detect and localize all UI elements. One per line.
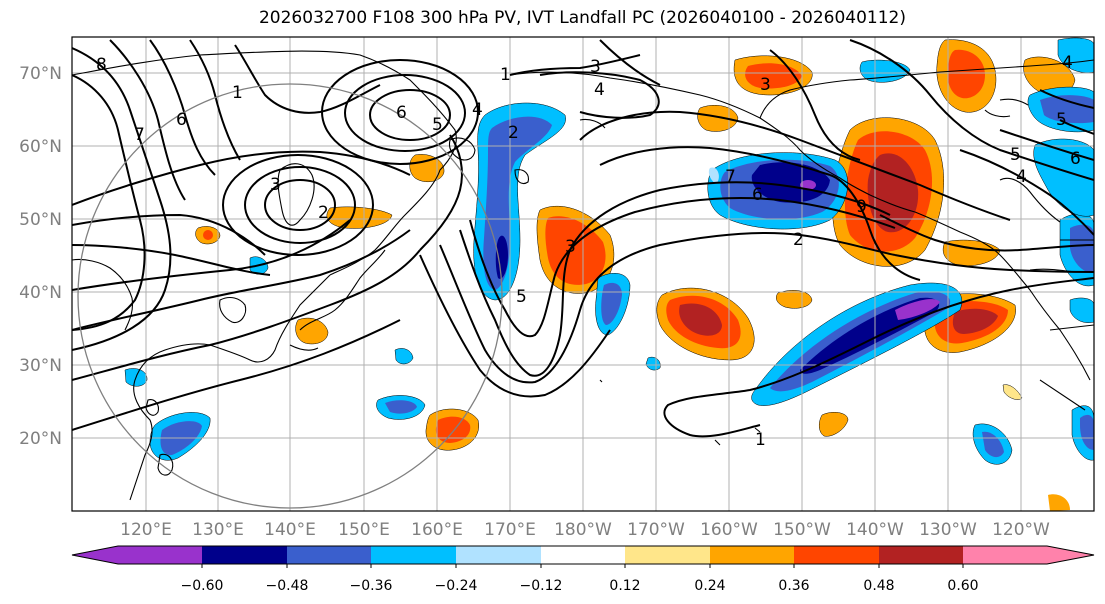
contour-label: 6 <box>752 185 763 205</box>
coastlines <box>72 50 1094 501</box>
colorbar-segment <box>625 546 710 564</box>
lon-label: 140°W <box>846 520 904 540</box>
lon-label: 150°E <box>338 520 390 540</box>
contour-label: 5 <box>1056 110 1067 130</box>
colorbar-tick-label: −0.12 <box>520 578 563 594</box>
pv-contours <box>72 39 1094 438</box>
lon-label: 130°E <box>192 520 244 540</box>
contour-label: 2 <box>508 123 519 143</box>
contour-label: 4 <box>1062 53 1073 73</box>
colorbar-tick-label: 0.36 <box>778 578 809 594</box>
lat-label: 70°N <box>19 64 62 84</box>
contour-label: 6 <box>396 103 407 123</box>
contour-label: 5 <box>516 287 527 307</box>
contour-label: 4 <box>472 100 483 120</box>
lat-label: 40°N <box>19 283 62 303</box>
pv-shading <box>124 37 1094 511</box>
lon-label: 160°W <box>700 520 758 540</box>
contour-label: 3 <box>565 237 576 257</box>
map-title: 2026032700 F108 300 hPa PV, IVT Landfall… <box>258 8 906 28</box>
colorbar-segment <box>202 546 287 564</box>
contour-label: 3 <box>270 175 281 195</box>
radius-circle <box>77 83 503 509</box>
contour-label: 6 <box>176 110 187 130</box>
lon-label: 170°W <box>627 520 685 540</box>
contour-labels: 8 7 6 1 3 5 4 6 2 5 3 1 4 3 2 7 6 5 4 9 … <box>96 53 1081 450</box>
colorbar-tick-label: 0.12 <box>609 578 640 594</box>
contour-label: 1 <box>755 430 766 450</box>
longitude-labels: 120°E 130°E 140°E 150°E 160°E 170°E 180°… <box>120 520 1050 540</box>
contour-label: 5 <box>432 115 443 135</box>
contour-label: 9 <box>856 197 867 217</box>
lon-label: 120°W <box>992 520 1050 540</box>
colorbar-tick-label: 0.48 <box>863 578 894 594</box>
colorbar-segment <box>371 546 456 564</box>
contour-label: 3 <box>590 57 601 77</box>
colorbar-tick-label: −0.36 <box>350 578 393 594</box>
lon-label: 140°E <box>264 520 316 540</box>
contour-label: 1 <box>232 83 243 103</box>
colorbar-tick-label: −0.48 <box>266 578 309 594</box>
map-panel: 8 7 6 1 3 5 4 6 2 5 3 1 4 3 2 7 6 5 4 9 … <box>72 37 1094 511</box>
map-frame <box>71 36 1095 512</box>
lon-label: 150°W <box>773 520 831 540</box>
lat-label: 30°N <box>19 356 62 376</box>
lat-label: 20°N <box>19 429 62 449</box>
contour-label: 4 <box>1016 167 1027 187</box>
contour-label: 2 <box>793 230 804 250</box>
contour-label: 8 <box>96 55 107 75</box>
colorbar: −0.60 −0.48 −0.36 −0.24 −0.12 0.12 0.24 … <box>71 545 1095 594</box>
contour-label: 6 <box>1070 149 1081 169</box>
colorbar-segment <box>287 546 371 564</box>
colorbar-tick-label: −0.24 <box>435 578 478 594</box>
contour-label: 7 <box>134 125 145 145</box>
contour-label: 1 <box>500 65 511 85</box>
contour-label: 5 <box>1010 145 1021 165</box>
contour-label: 7 <box>725 167 736 187</box>
colorbar-segment <box>710 546 794 564</box>
contour-label: 3 <box>760 75 771 95</box>
colorbar-segment <box>72 546 202 564</box>
lon-label: 130°W <box>919 520 977 540</box>
lon-label: 160°E <box>411 520 463 540</box>
colorbar-tick-label: 0.24 <box>694 578 725 594</box>
lat-label: 60°N <box>19 137 62 157</box>
colorbar-segment <box>879 546 963 564</box>
colorbar-segment <box>963 546 1094 564</box>
colorbar-tick-label: −0.60 <box>181 578 224 594</box>
lon-label: 170°E <box>484 520 536 540</box>
lon-label: 180°W <box>554 520 612 540</box>
colorbar-segment <box>541 546 625 564</box>
contour-label: 4 <box>594 80 605 100</box>
contour-label: 2 <box>318 203 329 223</box>
colorbar-segment <box>794 546 879 564</box>
latitude-labels: 70°N 60°N 50°N 40°N 30°N 20°N <box>19 64 62 449</box>
colorbar-outline <box>71 545 1095 565</box>
colorbar-tick-label: 0.60 <box>947 578 978 594</box>
colorbar-segment <box>456 546 541 564</box>
lon-label: 120°E <box>120 520 172 540</box>
lat-label: 50°N <box>19 210 62 230</box>
